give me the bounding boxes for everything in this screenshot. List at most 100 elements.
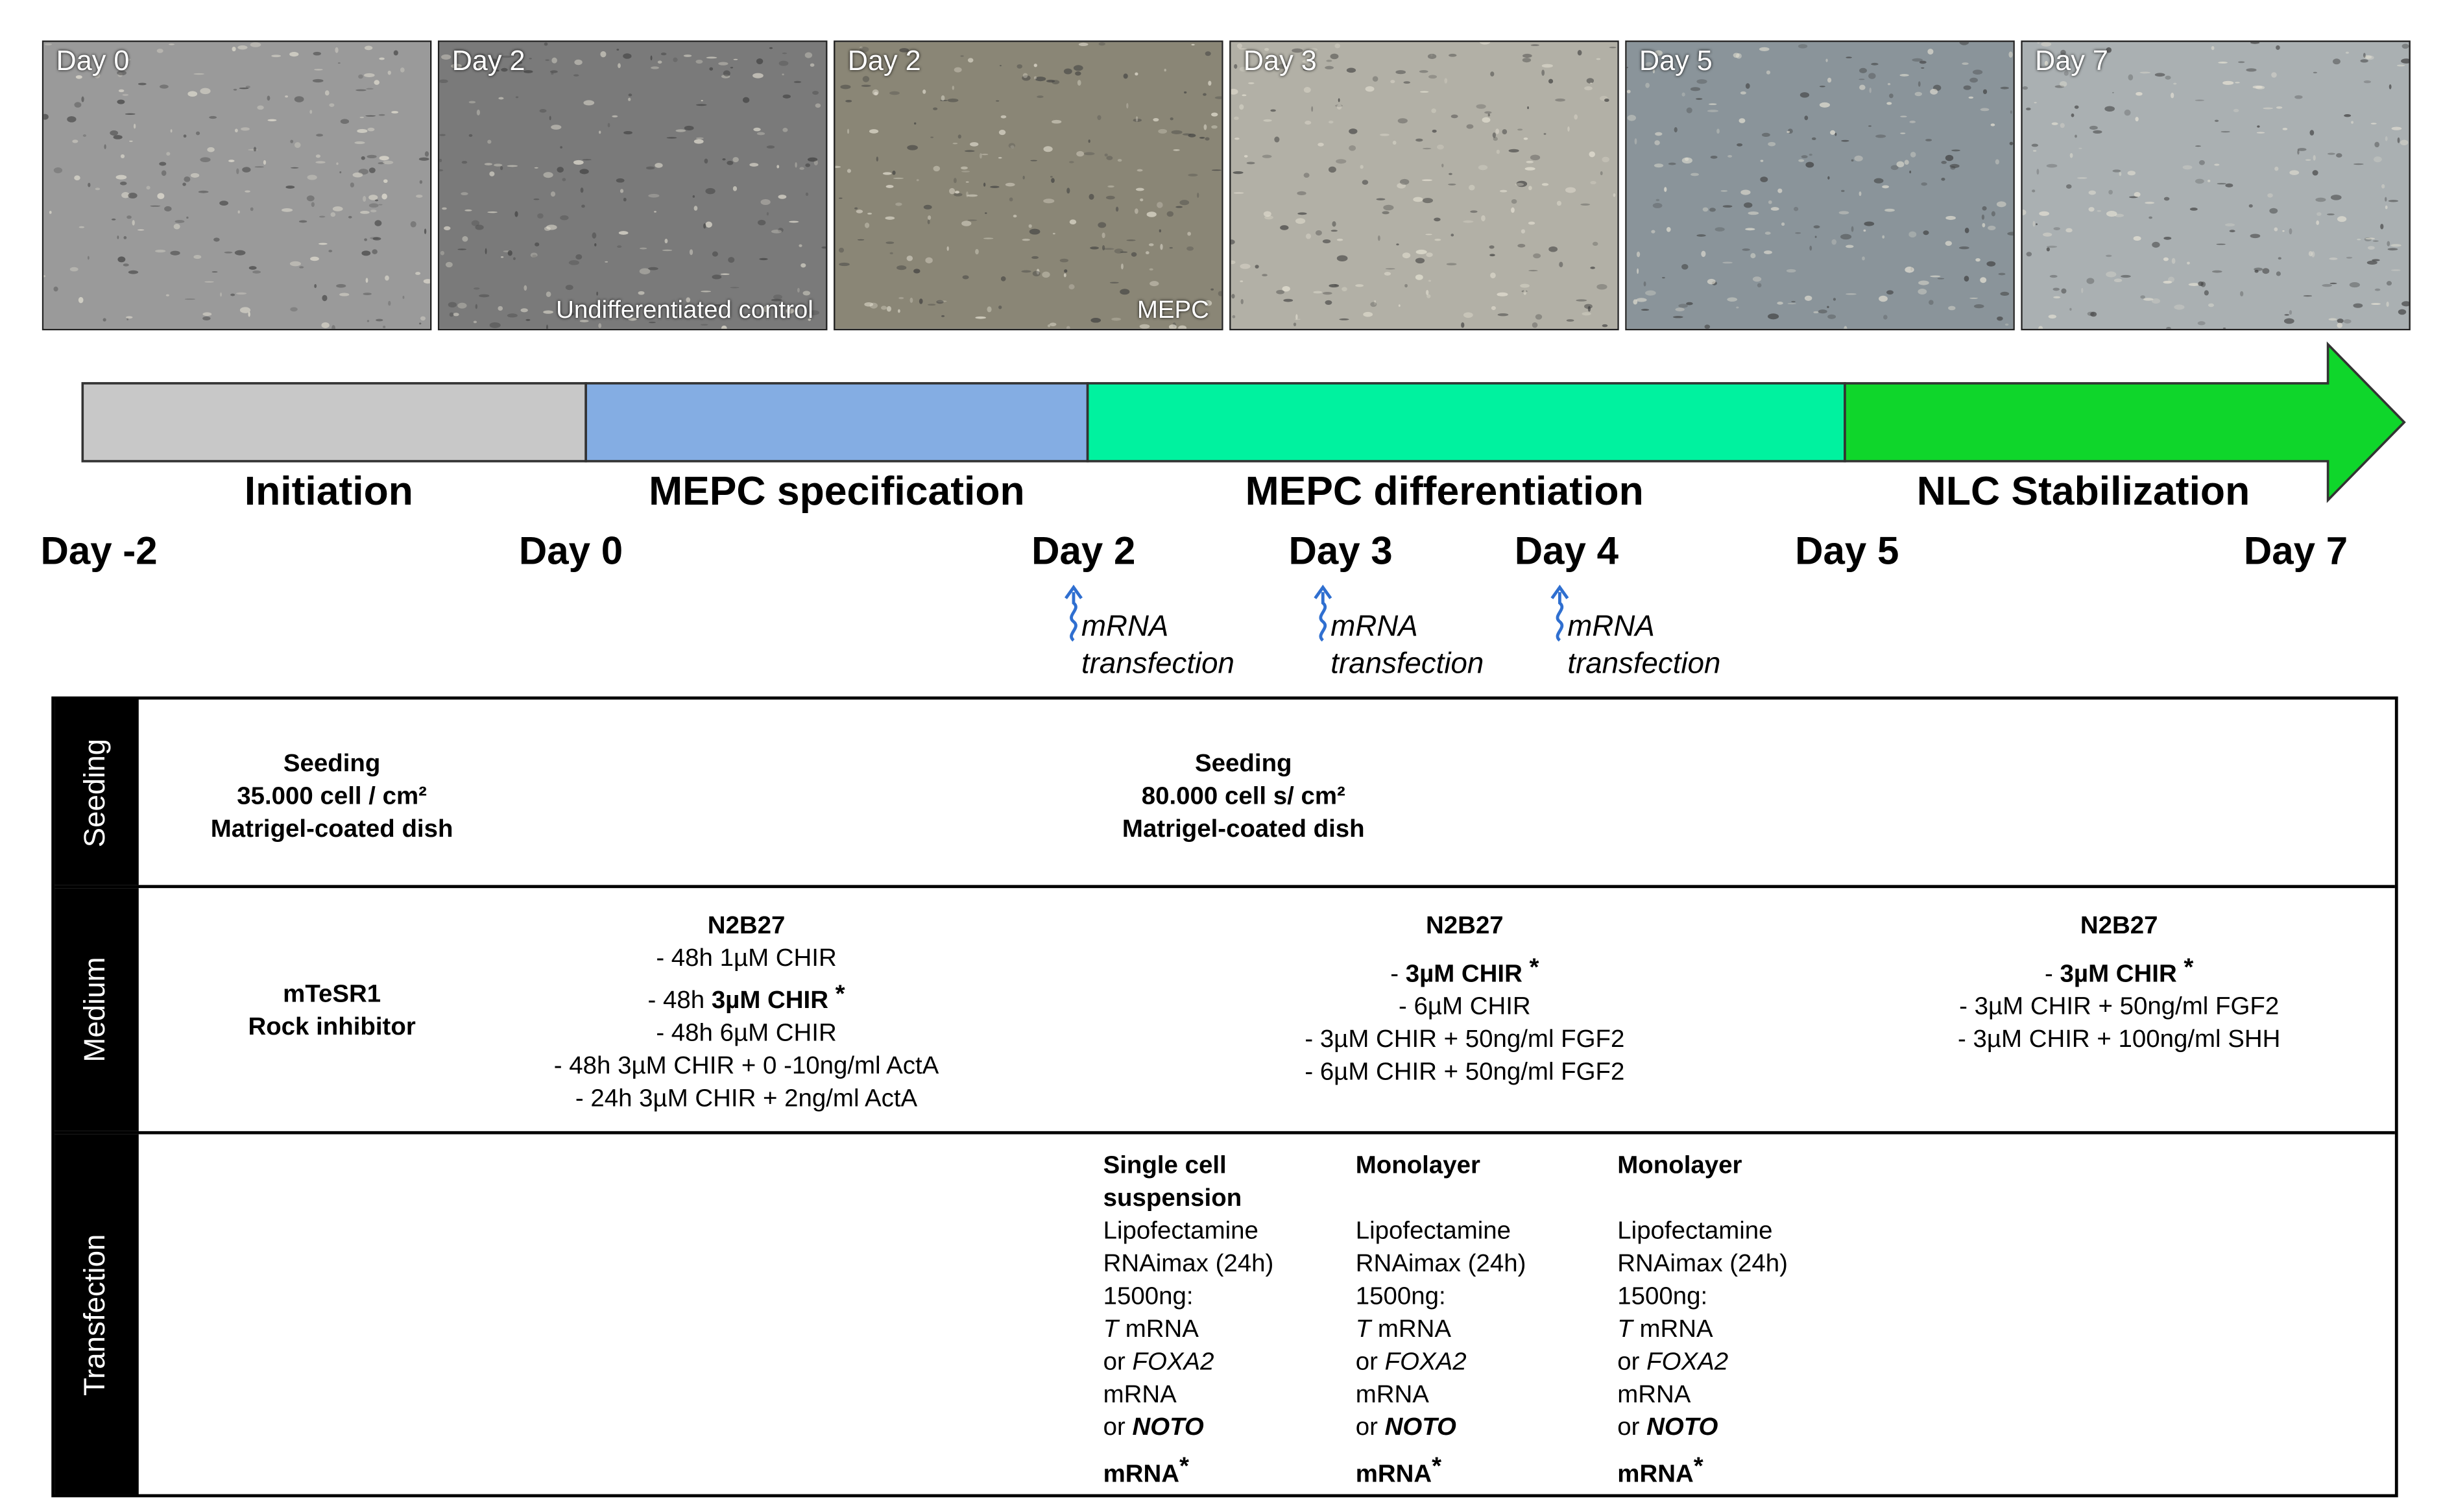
cell-speck (1248, 82, 1255, 84)
cell-speck (474, 287, 480, 290)
cell-speck (2237, 61, 2245, 64)
cell-speck (1448, 183, 1456, 186)
cell-speck (1590, 180, 1596, 185)
cell-speck (2031, 143, 2039, 147)
cell-speck (138, 82, 147, 86)
cell-speck (869, 129, 879, 134)
cell-speck (906, 255, 913, 261)
cell-speck (2026, 107, 2031, 111)
cell-speck (1794, 206, 1799, 211)
cell-speck (2401, 58, 2409, 64)
squiggle-arrow-icon (1314, 584, 1332, 642)
cell-speck (1840, 189, 1845, 193)
cell-speck (2349, 282, 2360, 288)
cell-speck (241, 127, 250, 131)
cell-speck (87, 256, 90, 260)
cell-speck (2267, 193, 2273, 198)
cell-speck (885, 216, 895, 220)
cell-speck (1838, 211, 1849, 215)
cell-speck (1890, 165, 1899, 171)
cell-speck (1813, 311, 1819, 314)
cell-speck (583, 100, 595, 106)
cell-speck (137, 229, 145, 231)
cell-speck (579, 320, 589, 322)
cell-speck (1859, 78, 1865, 80)
cell-speck (388, 300, 391, 306)
cell-speck (799, 167, 804, 170)
cell-speck (156, 49, 163, 53)
cell-speck (713, 304, 723, 307)
cell-speck (1757, 283, 1762, 288)
cell-speck (2174, 304, 2185, 310)
medium-condition: - 48h 1µM CHIR (656, 946, 837, 972)
cell-speck (498, 306, 503, 311)
cell-speck (1199, 136, 1205, 139)
cell-speck (2353, 303, 2363, 308)
cell-speck (1875, 134, 1886, 138)
micrograph-background (2022, 42, 2409, 329)
cell-speck (2333, 58, 2341, 65)
cell-speck (316, 134, 324, 137)
cell-speck (1140, 198, 1144, 202)
cell-speck (1835, 132, 1837, 136)
cell-speck (1115, 206, 1119, 212)
cell-speck (1365, 86, 1375, 92)
cell-speck (368, 203, 379, 208)
cell-speck (487, 139, 492, 144)
cell-speck (439, 169, 444, 172)
cell-speck (1450, 114, 1458, 119)
cell-speck (2106, 47, 2112, 53)
cell-speck (2269, 208, 2278, 214)
cell-speck (954, 67, 962, 73)
cell-speck (314, 283, 317, 289)
cell-speck (1499, 189, 1508, 193)
cell-speck (102, 318, 106, 322)
transfection-reagent-cont: RNAimax (24h) (1617, 1251, 1788, 1278)
cell-speck (2365, 237, 2376, 240)
cell-speck (1444, 78, 1448, 84)
cell-speck (198, 190, 209, 193)
cell-speck (1543, 133, 1546, 135)
seeding-initiation-cell: Seeding 35.000 cell / cm² Matrigel-coate… (163, 748, 500, 846)
cell-speck (1463, 312, 1473, 318)
cell-speck (1609, 46, 1617, 49)
cell-speck (2088, 207, 2095, 212)
mrna-label: mRNA (1103, 1461, 1180, 1488)
cell-speck (290, 307, 298, 312)
cell-speck (1863, 229, 1866, 232)
cell-speck (1294, 318, 1301, 320)
cell-speck (213, 237, 220, 242)
cell-speck (1781, 222, 1785, 226)
cell-speck (53, 167, 63, 174)
cell-speck (235, 128, 238, 133)
cell-speck (1493, 136, 1498, 141)
cell-speck (513, 60, 523, 65)
cell-speck (357, 128, 368, 134)
asterisk-mark: * (828, 981, 845, 1009)
cell-speck (628, 317, 637, 321)
cell-speck (118, 89, 125, 93)
cell-speck (232, 46, 236, 52)
cell-speck (418, 157, 429, 161)
gene-suffix: mRNA (1371, 1316, 1452, 1343)
cell-speck (2337, 216, 2347, 222)
cell-speck (732, 157, 739, 163)
cell-speck (1968, 96, 1974, 99)
cell-speck (703, 223, 706, 229)
row-header-label: Transfection (79, 1233, 112, 1395)
cell-speck (897, 265, 907, 270)
cell-speck (2105, 254, 2112, 258)
cell-speck (537, 213, 544, 219)
transfection-gene-line: mRNA* (1617, 1450, 1788, 1491)
cell-speck (2112, 169, 2121, 173)
cell-speck (1336, 255, 1348, 261)
cell-speck (1686, 107, 1692, 114)
cell-speck (612, 115, 618, 118)
cell-speck (1490, 71, 1495, 77)
cell-speck (1441, 163, 1444, 168)
cell-speck (1760, 176, 1768, 182)
cell-speck (2373, 156, 2382, 163)
cell-speck (580, 187, 584, 193)
cell-speck (650, 55, 653, 61)
cell-speck (53, 286, 58, 292)
